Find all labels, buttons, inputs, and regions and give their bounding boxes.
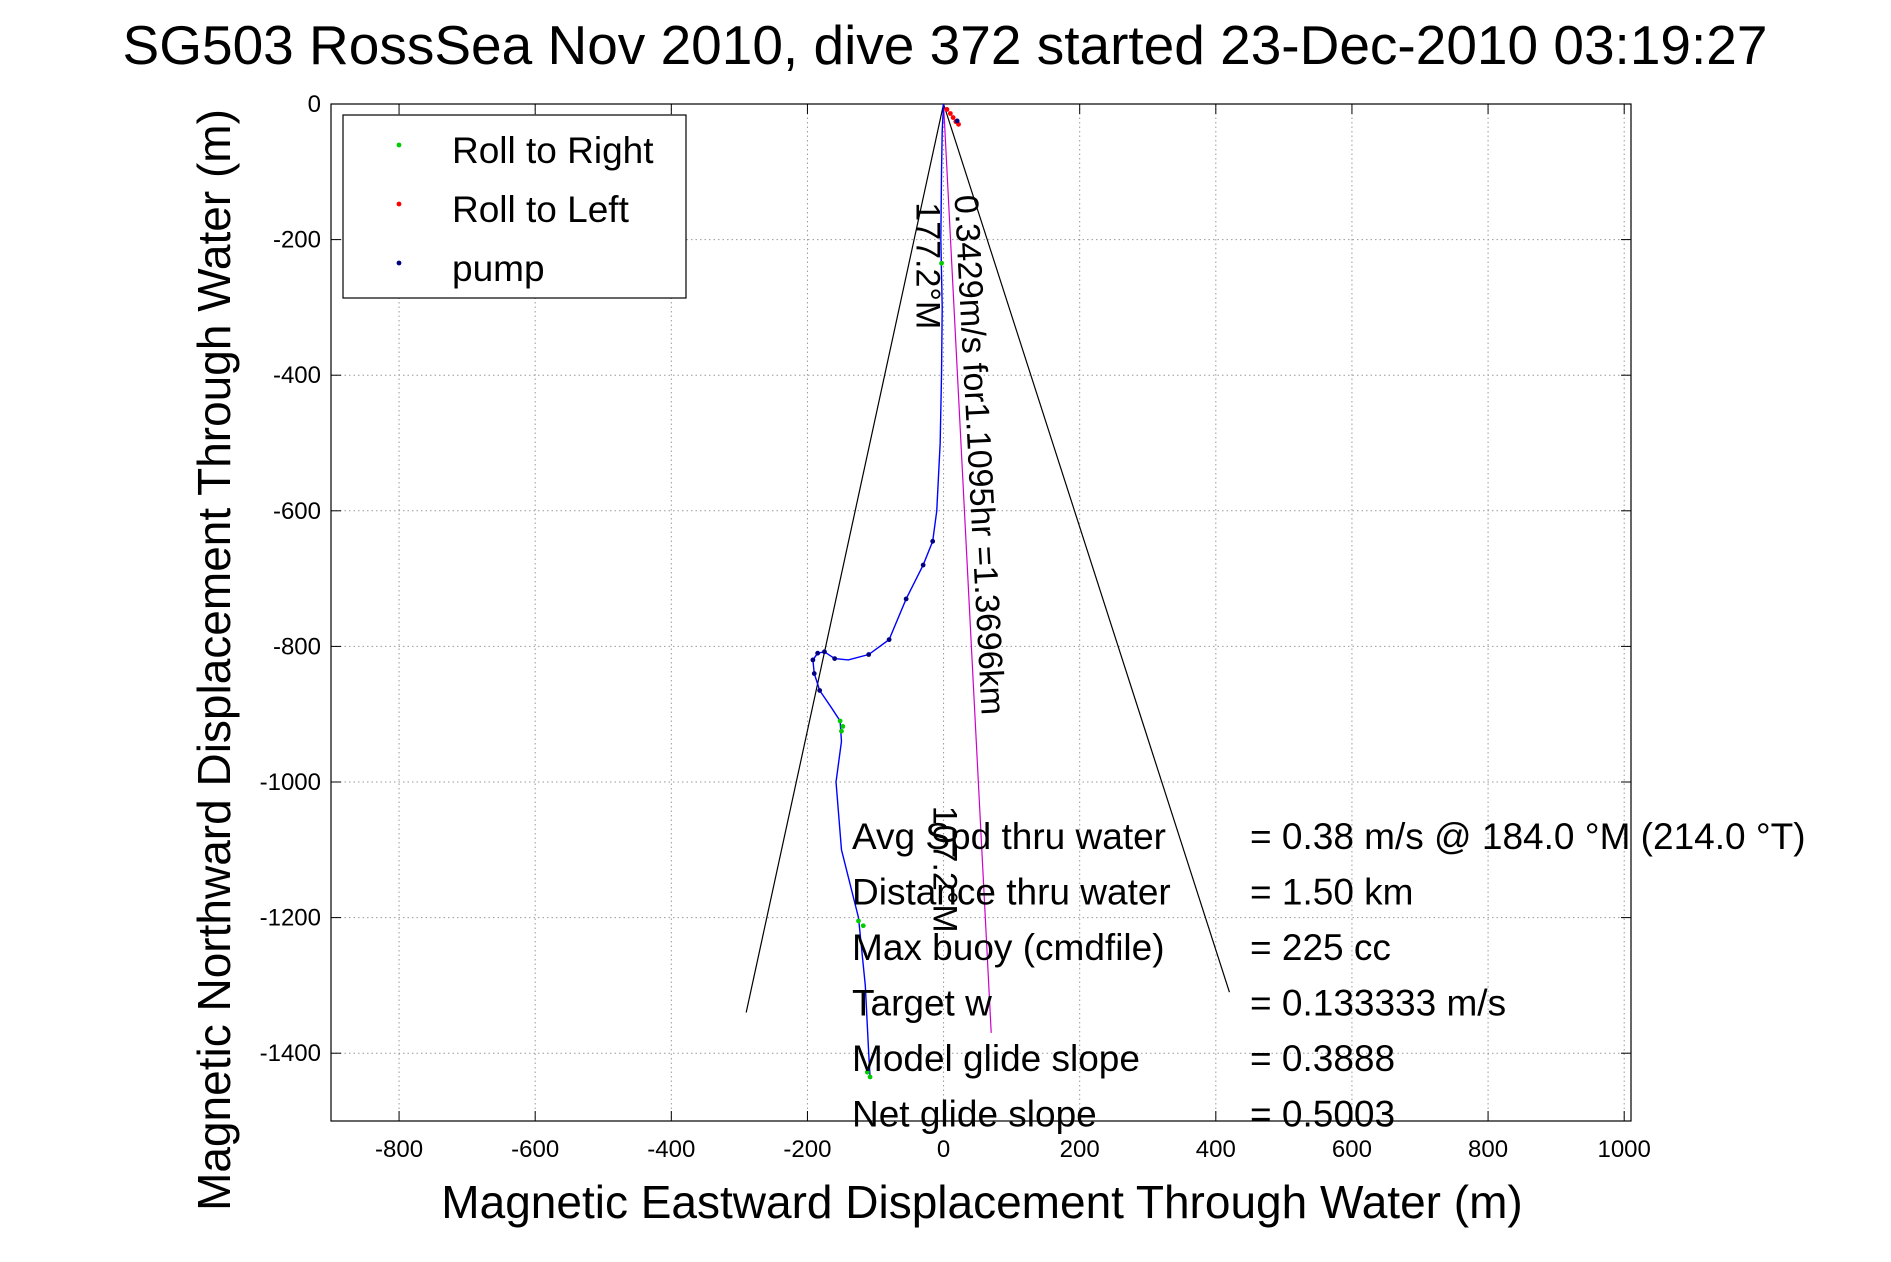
data-series: [810, 103, 961, 1080]
point-pump: [903, 596, 909, 602]
reference-lines: [745, 103, 1231, 1033]
y-tick-label: -800: [273, 633, 321, 660]
x-tick-label: 400: [1196, 1136, 1236, 1163]
reference-line-cone-left: [745, 103, 945, 1013]
y-tick-label: 0: [308, 91, 321, 118]
point-roll-right: [856, 918, 861, 924]
y-tick-label: -200: [273, 227, 321, 254]
x-tick-label: 200: [1060, 1136, 1100, 1163]
legend-marker: [396, 201, 402, 207]
point-pump: [811, 671, 817, 676]
point-pump: [822, 649, 827, 655]
y-axis-label: Magnetic Northward Displacement Through …: [188, 109, 240, 1211]
stat-label: Model glide slope: [852, 1038, 1140, 1079]
x-tick-label: -600: [511, 1136, 559, 1163]
chart-title: SG503 RossSea Nov 2010, dive 372 started…: [123, 14, 1768, 76]
y-tick-label: -1200: [260, 905, 321, 932]
y-tick-label: -1000: [260, 769, 321, 796]
point-roll-left: [944, 107, 950, 112]
stat-label: Max buoy (cmdfile): [852, 927, 1165, 968]
stats-box: Avg Spd thru water = 0.38 m/s @ 184.0 °M …: [852, 816, 1806, 1135]
stat-label: Distance thru water: [852, 872, 1171, 913]
stat-value: = 1.50 km: [1250, 872, 1414, 913]
legend-marker: [396, 260, 402, 266]
x-tick-label: -200: [783, 1136, 831, 1163]
stat-label: Target w: [852, 983, 992, 1024]
y-tick-label: -400: [273, 362, 321, 389]
point-roll-right: [839, 728, 844, 734]
legend-label: Roll to Left: [452, 189, 630, 230]
reference-line-cone-right: [942, 103, 1231, 993]
point-roll-right: [860, 923, 866, 929]
reference-line-heading: [942, 103, 992, 1033]
x-tick-label: 1000: [1597, 1136, 1650, 1163]
point-roll-right: [837, 718, 843, 724]
point-pump: [886, 637, 892, 643]
point-pump: [920, 562, 926, 568]
axis-ticks: -800 -600 -400 -200 0 200 400 600 800 1000 0 -200 -4…: [260, 91, 1651, 1163]
point-roll-right: [867, 1074, 873, 1080]
stat-value: = 225 cc: [1250, 927, 1391, 968]
point-roll-left: [950, 115, 956, 120]
x-tick-label: -400: [647, 1136, 695, 1163]
point-pump: [930, 538, 936, 544]
point-pump: [815, 650, 821, 656]
legend-label: pump: [452, 248, 545, 289]
annotation-angle-right: 107.2°M: [925, 806, 963, 933]
y-tick-label: -600: [273, 498, 321, 525]
point-pump: [866, 652, 872, 657]
x-tick-label: 600: [1332, 1136, 1372, 1163]
point-roll-right: [939, 260, 944, 266]
legend: Roll to Right Roll to Left pump: [342, 114, 687, 299]
stat-value: = 0.3888: [1250, 1038, 1395, 1079]
stat-label: Avg Spd thru water: [852, 816, 1166, 857]
annotation-velocity: 0.3429m/s for1.1095hr =1.3696km: [946, 194, 1011, 716]
point-roll-left: [947, 111, 953, 116]
x-tick-label: 0: [937, 1136, 950, 1163]
stat-value: = 0.5003: [1250, 1094, 1395, 1135]
point-pump: [832, 656, 838, 662]
x-axis-label: Magnetic Eastward Displacement Through W…: [441, 1176, 1522, 1228]
point-roll-right: [864, 1069, 870, 1075]
stat-value: = 0.133333 m/s: [1250, 983, 1506, 1024]
stat-label: Net glide slope: [852, 1094, 1097, 1135]
point-pump: [954, 118, 960, 124]
x-tick-label: -800: [375, 1136, 423, 1163]
point-pump: [810, 657, 816, 663]
legend-marker: [396, 142, 402, 148]
annotation-angle-left: 177.2°M: [908, 202, 946, 329]
point-pump: [817, 688, 823, 693]
legend-label: Roll to Right: [452, 130, 654, 171]
x-tick-label: 800: [1468, 1136, 1508, 1163]
point-roll-right: [840, 724, 846, 729]
y-tick-label: -1400: [260, 1040, 321, 1067]
stat-value: = 0.38 m/s @ 184.0 °M (214.0 °T): [1250, 816, 1806, 857]
plot-frame: [330, 103, 1632, 1122]
